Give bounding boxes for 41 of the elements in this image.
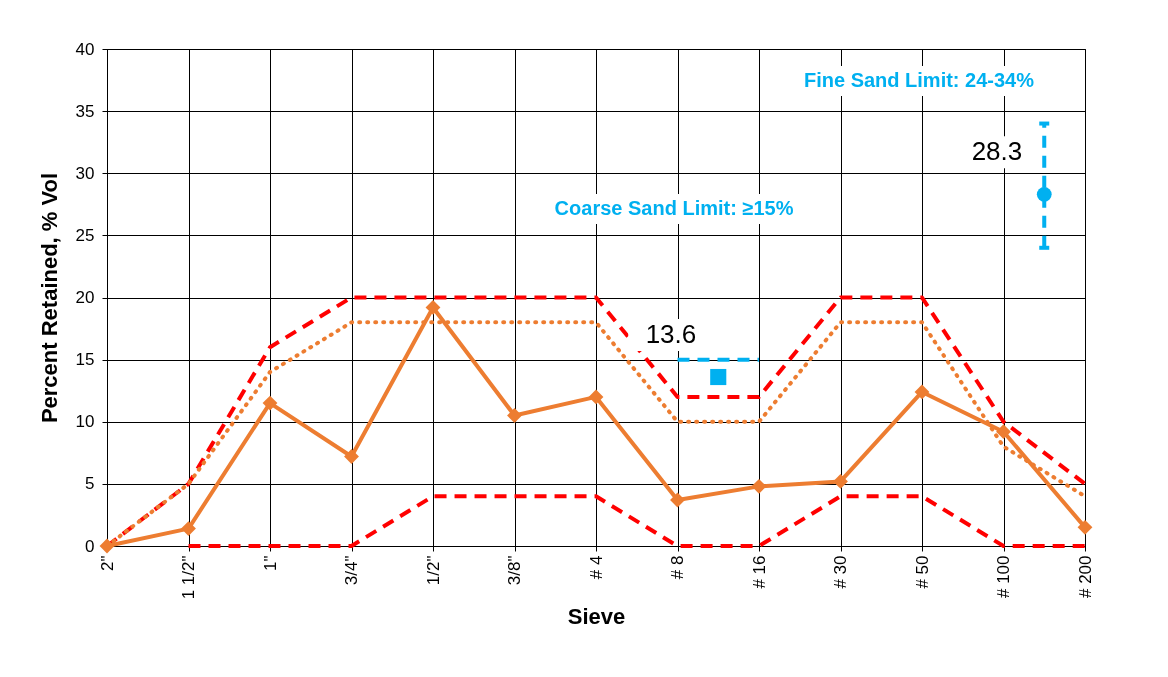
point (588, 389, 604, 405)
point (507, 408, 522, 423)
y-axis-title: Percent Retained, % Vol (36, 172, 62, 424)
point (1036, 186, 1052, 202)
point (914, 384, 930, 400)
annotation: Coarse Sand Limit: ≥15% (554, 197, 794, 219)
x-tick-label: # 30 (831, 555, 850, 589)
x-tick-label: # 50 (912, 555, 932, 589)
x-tick-label: # 200 (1075, 555, 1095, 599)
point (710, 368, 727, 386)
x-tick-label: 3/4" (342, 555, 361, 586)
point (181, 521, 196, 537)
point (1077, 519, 1093, 535)
x-tick-label: # 4 (586, 555, 606, 580)
y-tick-label: 40 (75, 39, 95, 59)
x-tick-label: # 8 (668, 555, 687, 580)
x-tick-label: 2" (97, 555, 117, 571)
y-tick-label: 30 (75, 163, 95, 183)
point (262, 395, 278, 411)
x-tick-label: # 100 (994, 555, 1013, 599)
data-label: 28.3 (971, 136, 1023, 167)
x-tick-label: 3/8" (505, 555, 524, 586)
x-tick-label: 1 1/2" (179, 555, 198, 600)
point (344, 449, 359, 464)
x-axis-title: Sieve (567, 604, 626, 630)
y-tick-label: 35 (75, 101, 95, 121)
x-tick-label: # 16 (749, 555, 769, 589)
data-label: 13.6 (645, 319, 697, 350)
point (833, 473, 848, 489)
y-tick-label: 0 (85, 536, 95, 556)
annotation: Fine Sand Limit: 24-34% (803, 69, 1035, 91)
x-tick-label: 1/2" (423, 555, 443, 586)
point (751, 478, 767, 494)
x-tick-label: 1" (260, 555, 280, 571)
point (99, 538, 115, 554)
y-tick-label: 15 (75, 350, 95, 370)
point (996, 424, 1011, 440)
y-tick-label: 20 (75, 288, 95, 307)
y-tick-label: 5 (85, 474, 95, 494)
y-tick-label: 25 (75, 225, 95, 245)
y-tick-label: 10 (75, 412, 95, 432)
